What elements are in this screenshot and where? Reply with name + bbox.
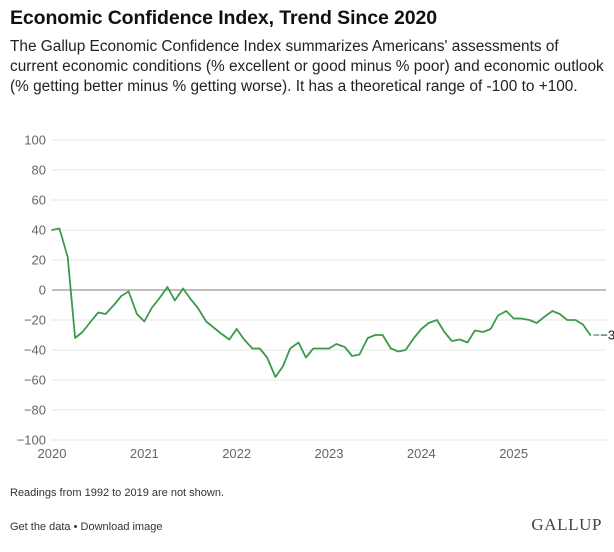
y-tick-label: 0: [39, 283, 46, 298]
y-tick-label: −100: [17, 433, 46, 448]
y-tick-label: −40: [24, 343, 46, 358]
series-layer: −30: [51, 227, 614, 378]
download-image-link[interactable]: Download image: [80, 521, 163, 533]
y-tick-label: 100: [24, 133, 46, 148]
y-tick-label: 40: [32, 223, 46, 238]
x-tick-label: 2022: [222, 446, 251, 461]
chart-footnote: Readings from 1992 to 2019 are not shown…: [10, 487, 225, 499]
gallup-logo: GALLUP: [531, 515, 602, 534]
y-tick-label: −60: [24, 373, 46, 388]
x-tick-label: 2024: [407, 446, 436, 461]
gridlines: [52, 139, 606, 441]
chart-title: Economic Confidence Index, Trend Since 2…: [10, 7, 437, 29]
x-tick-label: 2023: [315, 446, 344, 461]
y-tick-label: 60: [32, 193, 46, 208]
x-tick-label: 2021: [130, 446, 159, 461]
y-axis-ticks: 100 80 60 40 20 0 −20 −40 −60 −80 −100: [17, 133, 46, 448]
x-tick-label: 2025: [499, 446, 528, 461]
end-value-label: −30: [600, 328, 614, 343]
x-tick-label: 2020: [38, 446, 67, 461]
footer-links: Get the data • Download image: [10, 521, 162, 533]
y-tick-label: −20: [24, 313, 46, 328]
link-separator: •: [70, 521, 81, 533]
y-tick-label: −80: [24, 403, 46, 418]
y-tick-label: 20: [32, 253, 46, 268]
x-axis-ticks: 2020 2021 2022 2023 2024 2025: [38, 446, 529, 461]
y-tick-label: 80: [32, 163, 46, 178]
get-data-link[interactable]: Get the data: [10, 521, 71, 533]
chart-subtitle: The Gallup Economic Confidence Index sum…: [10, 38, 604, 95]
series-line: [51, 227, 592, 378]
